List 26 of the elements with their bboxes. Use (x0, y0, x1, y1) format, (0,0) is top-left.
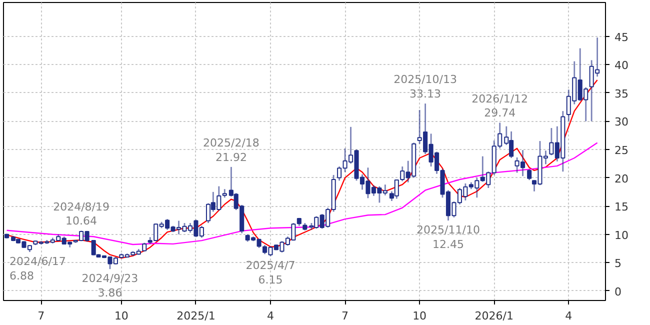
annotation: 2025/11/10 12.45 (416, 223, 480, 251)
y-tick-label: 0 (614, 285, 622, 298)
x-tick-label: 10 (114, 310, 128, 322)
y-tick-label: 15 (614, 200, 628, 214)
y-tick-label: 45 (614, 30, 628, 44)
x-tick-label: 4 (267, 310, 274, 322)
annotation: 2024/9/23 3.86 (82, 272, 138, 300)
y-tick-label: 20 (614, 172, 628, 186)
x-tick-label: 7 (342, 310, 349, 322)
y-tick-label: 35 (614, 87, 628, 100)
x-tick-label: 10 (412, 310, 427, 322)
annotation: 2025/2/18 21.92 (202, 136, 260, 164)
y-tick-label: 30 (614, 116, 628, 129)
annotation: 2025/4/7 6.15 (246, 259, 296, 286)
x-tick-label: 7 (38, 310, 45, 322)
y-tick-label: 10 (614, 228, 628, 242)
x-tick-label: 4 (565, 310, 572, 322)
y-tick-label: 25 (614, 144, 628, 158)
annotation: 2024/8/19 10.64 (53, 200, 110, 228)
annotation: 2026/1/12 29.74 (472, 92, 528, 120)
y-tick-label: 40 (614, 59, 628, 72)
x-tick-label: 2025/1 (176, 310, 216, 322)
annotation: 2025/10/13 33.13 (394, 73, 458, 101)
annotation: 2024/6/17 6.88 (10, 254, 66, 282)
x-tick-label: 2026/1 (474, 310, 514, 322)
y-tick-label: 5 (614, 257, 622, 270)
